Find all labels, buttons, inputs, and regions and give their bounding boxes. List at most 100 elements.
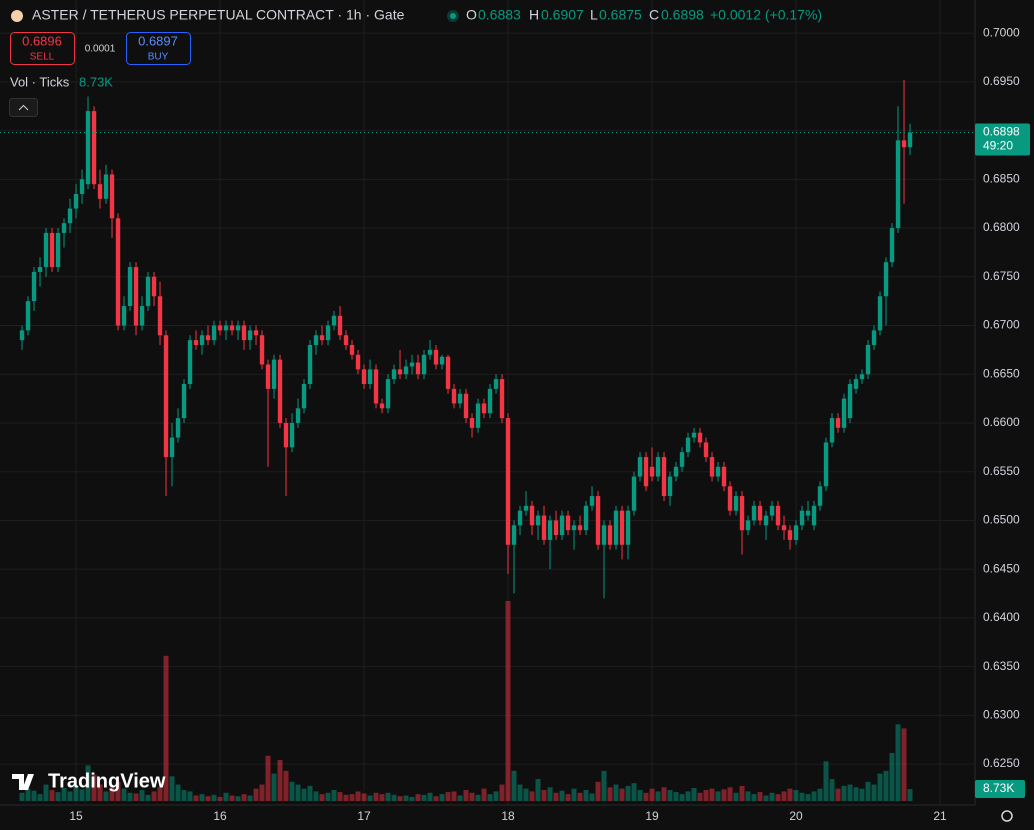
watermark: TradingView (48, 770, 166, 792)
candle-body (751, 505, 757, 521)
candle-body (499, 379, 505, 419)
candle-body (115, 218, 121, 326)
volume-bar (487, 794, 493, 801)
volume-bar (817, 788, 823, 801)
candle-body (379, 403, 385, 409)
volume-bar (349, 794, 355, 801)
settings-icon[interactable] (1001, 810, 1013, 822)
volume-bar (739, 785, 745, 801)
candle-body (823, 442, 829, 487)
candle-body (391, 369, 397, 380)
volume-bar (691, 787, 697, 801)
volume-bar (301, 788, 307, 801)
volume-bar (685, 791, 691, 801)
volume-bar (259, 784, 265, 801)
volume-bar (43, 784, 49, 801)
volume-bar (283, 770, 289, 801)
candle-body (175, 418, 181, 438)
ohlc-label: L (590, 7, 598, 23)
candle-body (67, 208, 73, 224)
volume-bar (49, 790, 55, 801)
volume-bar (715, 791, 721, 801)
volume-bar (517, 784, 523, 801)
volume-bar (535, 779, 541, 801)
volume-bar (505, 601, 511, 801)
candle-body (493, 379, 499, 389)
candle-body (325, 325, 331, 341)
candle-body (271, 359, 277, 389)
volume-bar (853, 787, 859, 801)
volume-bar (457, 795, 463, 801)
candle-body (775, 505, 781, 526)
candle-body (211, 325, 217, 341)
volume-bar (157, 787, 163, 801)
candle-body (295, 408, 301, 423)
volume-bar (901, 728, 907, 801)
candle-body (817, 486, 823, 506)
y-tick-label: 0.6700 (983, 318, 1020, 332)
candle-body (475, 403, 481, 428)
volume-bar (811, 791, 817, 801)
candle-body (865, 345, 871, 375)
candle-body (625, 510, 631, 545)
volume-bar (637, 790, 643, 801)
volume-bar (625, 785, 631, 801)
countdown: 49:20 (983, 139, 1013, 153)
y-tick-label: 0.6850 (983, 171, 1020, 185)
candle-body (721, 466, 727, 487)
candle-body (517, 510, 523, 526)
candle-body (895, 140, 901, 229)
sell-button[interactable] (10, 32, 75, 65)
y-tick-label: 0.6300 (983, 708, 1020, 722)
candle-body (205, 335, 211, 341)
volume-bar (871, 784, 877, 801)
candle-body (229, 325, 235, 331)
candle-body (61, 223, 67, 233)
candle-body (259, 335, 265, 365)
candle-body (421, 354, 427, 375)
candle-body (439, 356, 445, 365)
collapse-button[interactable] (9, 98, 38, 117)
volume-bar (463, 790, 469, 801)
candle-body (655, 457, 661, 477)
candle-body (799, 510, 805, 526)
volume-bar (193, 795, 199, 801)
volume-bar (385, 792, 391, 801)
candle-body (787, 530, 793, 540)
candle-body (403, 366, 409, 375)
volume-bar (235, 796, 241, 801)
volume-bar (607, 787, 613, 801)
candle-body (415, 362, 421, 375)
volume-bar (91, 774, 97, 801)
volume-bar (805, 794, 811, 801)
volume-bar (307, 785, 313, 801)
volume-bar (829, 779, 835, 801)
candle-body (121, 306, 127, 326)
y-tick-label: 0.6800 (983, 220, 1020, 234)
candle-body (871, 330, 877, 345)
candle-body (235, 325, 241, 331)
candle-body (709, 457, 715, 477)
candle-body (397, 369, 403, 375)
ohlc-label: C (649, 7, 659, 23)
volume-bar (211, 794, 217, 801)
candle-body (607, 525, 613, 545)
volume-legend-value: 8.73K (79, 74, 113, 89)
volume-bar (589, 793, 595, 801)
volume-bar (481, 788, 487, 801)
candle-body (715, 466, 721, 477)
volume-bar (499, 784, 505, 801)
candle-body (613, 510, 619, 545)
candle-body (451, 388, 457, 404)
candle-body (289, 422, 295, 448)
candle-body (829, 418, 835, 443)
buy-button[interactable] (126, 32, 191, 65)
y-tick-label: 0.6350 (983, 659, 1020, 673)
spread: 0.0001 (85, 44, 116, 55)
volume-bar (61, 787, 67, 801)
volume-bar (583, 790, 589, 801)
volume-label: 8.73K (983, 781, 1014, 795)
volume-bar (223, 792, 229, 801)
volume-bar (127, 792, 133, 801)
candle-body (511, 525, 517, 545)
